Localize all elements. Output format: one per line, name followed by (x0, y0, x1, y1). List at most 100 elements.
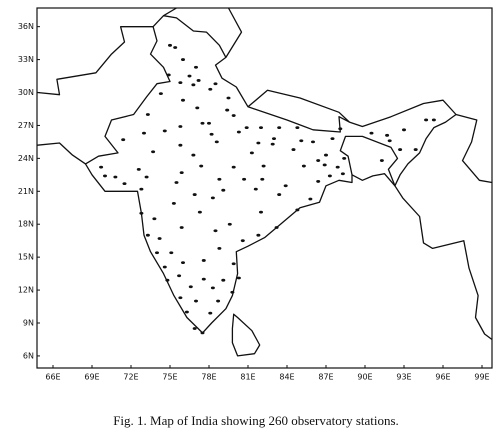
station (178, 143, 183, 147)
x-tick-label: 90E (357, 373, 372, 382)
station (413, 148, 418, 151)
station (338, 127, 343, 131)
station (201, 277, 206, 281)
station (191, 153, 196, 157)
station (299, 139, 304, 143)
station (178, 125, 183, 128)
station (209, 132, 214, 136)
y-tick-label: 36N (18, 22, 34, 31)
station (217, 246, 222, 250)
x-tick-label: 96E (435, 373, 450, 382)
x-tick-label: 75E (162, 373, 177, 382)
station (195, 106, 200, 110)
station (191, 83, 196, 87)
border-line (37, 142, 86, 165)
x-tick-label: 93E (396, 373, 411, 382)
station (158, 92, 163, 96)
station (208, 87, 213, 91)
station (174, 181, 179, 184)
border-line (351, 173, 396, 187)
station (145, 233, 150, 237)
station (180, 58, 185, 61)
station (184, 310, 189, 314)
y-tick-label: 21N (18, 187, 34, 196)
station (221, 188, 226, 192)
station (221, 278, 226, 282)
station (231, 114, 236, 117)
station (210, 196, 215, 200)
station (316, 180, 321, 183)
station (227, 222, 232, 226)
station (177, 274, 182, 278)
station (99, 165, 104, 169)
station (173, 46, 178, 49)
x-tick-label: 66E (45, 373, 60, 382)
station (225, 108, 230, 112)
station (139, 187, 144, 191)
station (206, 121, 211, 125)
station (217, 177, 222, 181)
border-line (247, 89, 350, 123)
station (335, 165, 340, 169)
station (308, 197, 313, 201)
station (188, 285, 193, 289)
x-tick-label: 78E (201, 373, 216, 382)
station (167, 43, 172, 47)
station (295, 126, 300, 130)
station (210, 286, 215, 290)
x-tick-label: 84E (279, 373, 294, 382)
station (214, 140, 219, 144)
station (199, 164, 204, 168)
station (169, 251, 174, 255)
station (171, 201, 176, 205)
station (152, 217, 157, 221)
map-frame (36, 7, 493, 369)
station (258, 126, 263, 130)
station (379, 159, 384, 162)
station (240, 239, 245, 243)
station (122, 182, 127, 186)
station (323, 153, 328, 157)
station (283, 184, 288, 188)
station (330, 137, 335, 141)
station (193, 299, 198, 303)
station (213, 82, 218, 86)
india-outline (84, 15, 457, 334)
station (401, 128, 406, 132)
border-line (163, 7, 177, 17)
station (154, 251, 159, 255)
station (208, 311, 213, 315)
station (231, 165, 236, 169)
station (213, 229, 218, 233)
x-tick-label: 87E (318, 373, 333, 382)
y-tick-label: 30N (18, 88, 34, 97)
station (192, 327, 197, 330)
station (322, 163, 327, 167)
station (201, 259, 206, 262)
station (145, 113, 150, 116)
station (369, 131, 374, 135)
station (230, 290, 235, 294)
station (196, 79, 201, 82)
station (431, 118, 436, 122)
station (236, 276, 241, 280)
station (270, 142, 275, 146)
station (151, 150, 156, 154)
caption: Fig. 1. Map of India showing 260 observa… (113, 413, 399, 428)
station (216, 299, 221, 303)
station (256, 233, 261, 237)
station (144, 175, 149, 179)
station (179, 226, 184, 229)
station (340, 172, 345, 176)
station (193, 65, 198, 69)
station (139, 211, 144, 215)
y-tick-label: 18N (18, 220, 34, 229)
station (162, 129, 167, 133)
station (102, 174, 107, 178)
station (242, 177, 247, 181)
station (113, 175, 118, 179)
border-line (37, 26, 154, 96)
station (162, 265, 167, 269)
station (291, 148, 296, 151)
